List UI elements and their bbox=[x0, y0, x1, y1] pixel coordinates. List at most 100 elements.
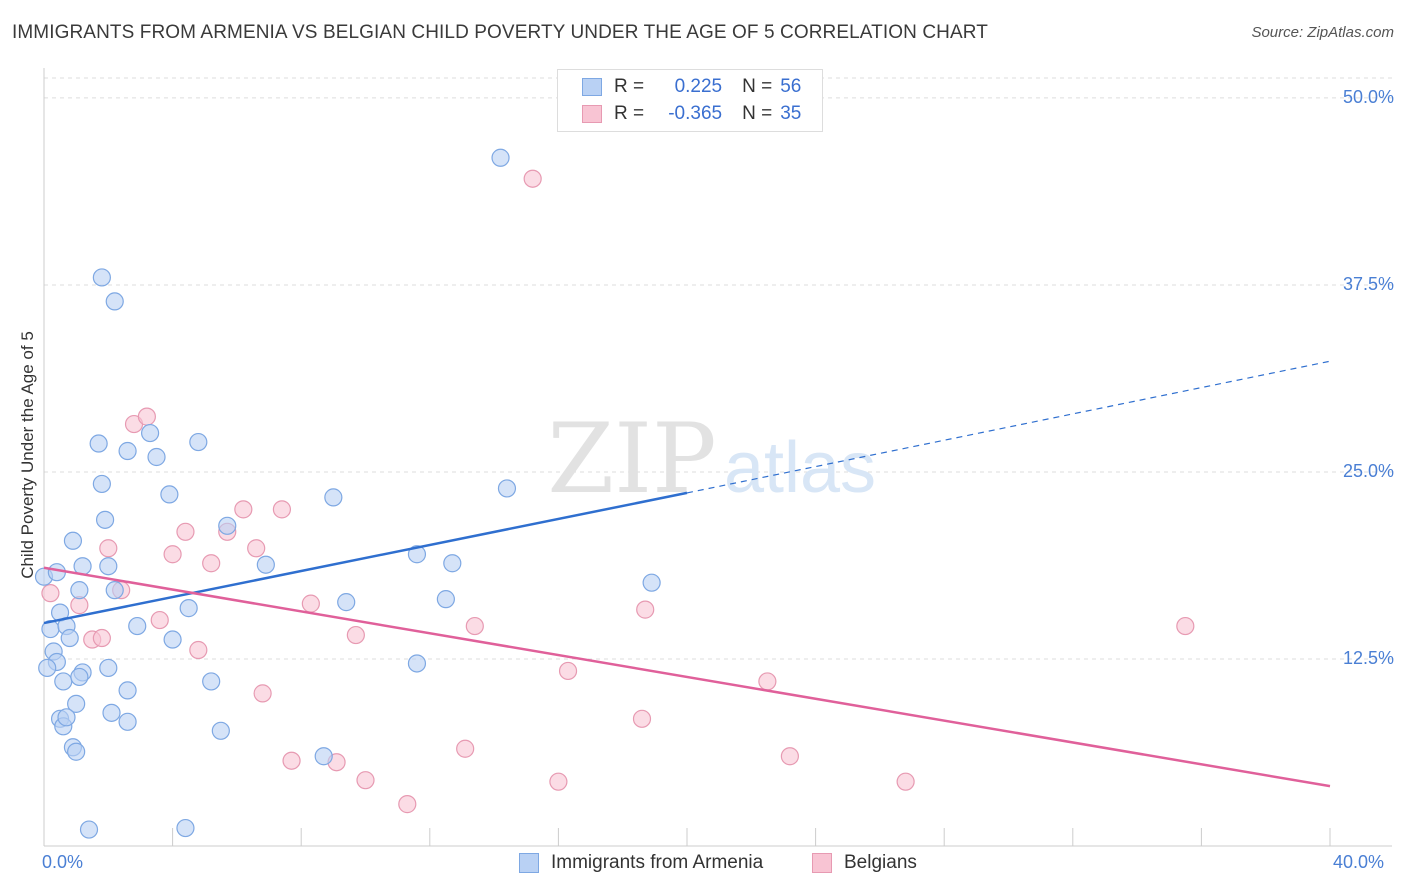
armenia-point bbox=[163, 630, 182, 649]
armenia-point bbox=[47, 563, 66, 582]
correlation-legend: R = 0.225 N = 56 R = -0.365 N = 35 bbox=[557, 69, 823, 132]
belgians-point bbox=[92, 628, 111, 648]
legend-r-value: 0.225 bbox=[674, 76, 723, 97]
y-tick-label: 12.5% bbox=[1342, 647, 1394, 668]
armenia-point bbox=[256, 555, 275, 574]
armenia-point bbox=[128, 616, 147, 636]
armenia-point bbox=[179, 599, 198, 618]
belgians-point bbox=[465, 616, 484, 636]
belgians-point bbox=[301, 594, 320, 613]
series-legend: Immigrants from Armenia Belgians bbox=[0, 852, 1406, 878]
armenia-point bbox=[407, 545, 427, 564]
armenia-point bbox=[324, 488, 343, 507]
legend-r-label: R = bbox=[614, 76, 645, 97]
watermark-atlas: atlas bbox=[724, 428, 876, 508]
trend-lines bbox=[43, 360, 1331, 788]
series-swatch-blue bbox=[519, 853, 539, 873]
legend-n-value: 35 bbox=[780, 103, 802, 124]
belgians-point bbox=[247, 539, 266, 558]
armenia-point bbox=[118, 441, 137, 461]
belgians-point bbox=[896, 772, 915, 791]
armenia-point bbox=[102, 703, 121, 722]
belgians-point bbox=[41, 584, 60, 603]
armenia-point bbox=[202, 672, 221, 691]
armenia-point bbox=[189, 432, 208, 452]
legend-r-label: R = bbox=[614, 103, 645, 124]
axes bbox=[43, 68, 1392, 847]
x-tick-label-max: 40.0% bbox=[1333, 852, 1385, 872]
armenia-point bbox=[89, 434, 108, 453]
legend-row-belgians: R = -0.365 N = 35 bbox=[582, 103, 801, 125]
armenia-point bbox=[642, 573, 661, 592]
legend-swatch-pink bbox=[582, 105, 602, 123]
belgians-point bbox=[456, 739, 475, 758]
belgians-point bbox=[398, 795, 417, 814]
armenia-point bbox=[436, 590, 455, 609]
chart-title: IMMIGRANTS FROM ARMENIA VS BELGIAN CHILD… bbox=[12, 22, 988, 43]
armenia-point bbox=[60, 628, 79, 648]
belgians-point bbox=[253, 684, 272, 703]
series-label-belgians: Belgians bbox=[844, 852, 917, 873]
series-legend-belgians[interactable]: Belgians bbox=[812, 852, 917, 874]
armenia-point bbox=[67, 694, 86, 713]
armenia-point bbox=[57, 708, 76, 727]
armenia-point bbox=[218, 516, 237, 535]
grid-lines bbox=[44, 77, 1392, 660]
belgians-point bbox=[202, 554, 221, 573]
armenia-point bbox=[70, 581, 89, 600]
belgians-point bbox=[523, 169, 542, 188]
belgians-point bbox=[346, 625, 365, 645]
armenia-point bbox=[38, 658, 57, 678]
armenia-point bbox=[99, 557, 118, 576]
legend-swatch-blue bbox=[582, 78, 602, 96]
legend-row-armenia: R = 0.225 N = 56 bbox=[582, 76, 801, 98]
series-label-armenia: Immigrants from Armenia bbox=[551, 852, 764, 873]
belgians-point bbox=[636, 600, 655, 619]
armenia-point bbox=[54, 672, 73, 691]
y-axis-label: Child Poverty Under the Age of 5 bbox=[18, 331, 37, 579]
belgians-point bbox=[558, 661, 578, 681]
x-tick-label-min: 0.0% bbox=[42, 852, 84, 872]
armenia-point bbox=[118, 712, 137, 731]
armenia-point bbox=[92, 268, 111, 287]
armenia-point bbox=[140, 423, 160, 443]
watermark: ZIP atlas bbox=[547, 403, 876, 515]
armenia-point bbox=[211, 721, 230, 740]
armenia-point bbox=[491, 148, 510, 167]
legend-r-value: -0.365 bbox=[668, 103, 723, 124]
armenia-trend-line bbox=[43, 491, 688, 625]
armenia-points bbox=[34, 148, 661, 839]
series-legend-armenia[interactable]: Immigrants from Armenia bbox=[519, 852, 763, 874]
y-tick-label: 37.5% bbox=[1342, 273, 1394, 294]
belgians-trend-line bbox=[43, 566, 1331, 788]
belgians-point bbox=[99, 539, 118, 558]
series-swatch-pink bbox=[812, 853, 832, 873]
armenia-point bbox=[105, 292, 124, 311]
legend-n-label: N = bbox=[742, 103, 773, 124]
belgians-point bbox=[176, 522, 195, 541]
armenia-point bbox=[79, 820, 99, 839]
belgians-point bbox=[150, 610, 169, 630]
belgians-point bbox=[356, 771, 375, 790]
legend-n-value: 56 bbox=[780, 76, 802, 97]
belgians-point bbox=[282, 751, 301, 770]
belgians-point bbox=[189, 640, 208, 660]
armenia-point bbox=[118, 681, 137, 700]
armenia-point bbox=[497, 479, 517, 498]
belgians-point bbox=[758, 672, 777, 691]
armenia-point bbox=[176, 818, 195, 838]
belgians-point bbox=[272, 500, 292, 519]
armenia-point bbox=[67, 742, 86, 761]
armenia-point bbox=[337, 593, 356, 612]
armenia-point bbox=[314, 747, 333, 766]
belgians-point bbox=[549, 772, 568, 791]
belgians-point bbox=[632, 709, 652, 728]
belgians-point bbox=[137, 407, 156, 426]
armenia-point bbox=[105, 581, 124, 600]
watermark-zip: ZIP bbox=[547, 403, 716, 515]
armenia-point bbox=[95, 510, 115, 529]
y-tick-label: 25.0% bbox=[1342, 460, 1394, 481]
belgians-point bbox=[1176, 616, 1195, 636]
armenia-point bbox=[92, 474, 111, 494]
